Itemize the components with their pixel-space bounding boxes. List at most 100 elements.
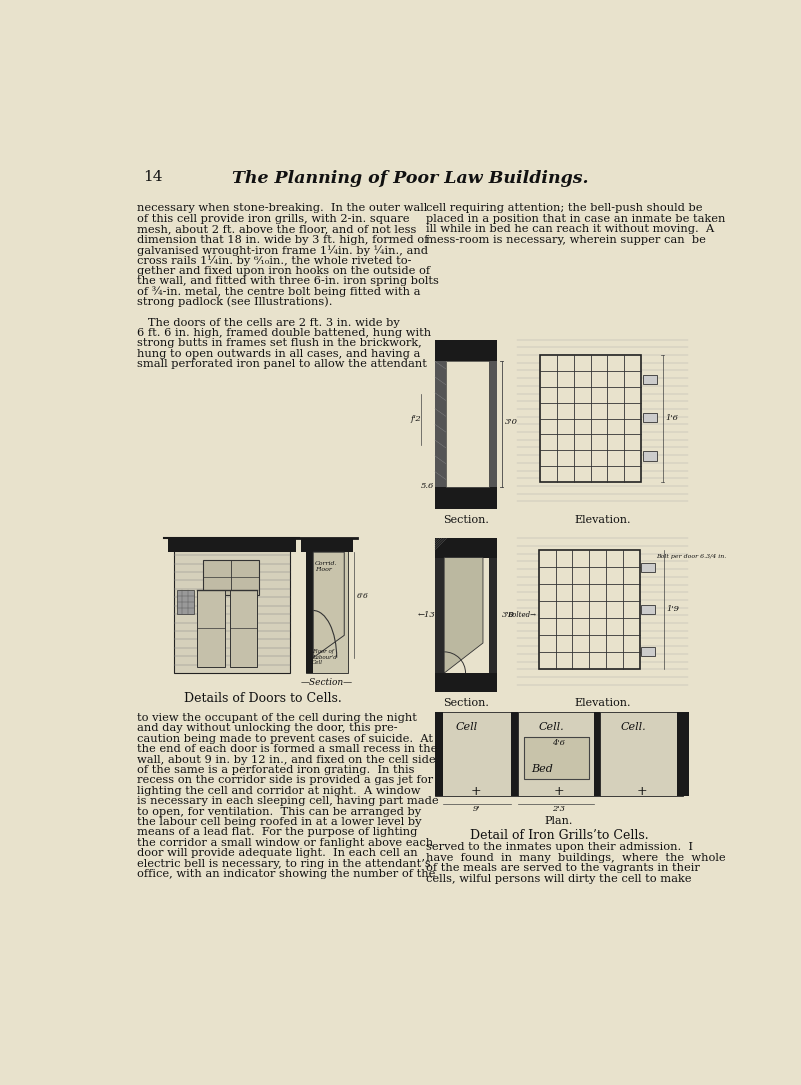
Text: served to the inmates upon their admission.  I: served to the inmates upon their admissi… bbox=[425, 842, 693, 853]
Bar bbox=[600, 712, 683, 796]
Text: Elevation.: Elevation. bbox=[574, 515, 630, 525]
Text: the wall, and fitted with three 6-in. iron spring bolts: the wall, and fitted with three 6-in. ir… bbox=[136, 276, 438, 286]
Bar bbox=[197, 590, 225, 667]
Bar bbox=[489, 361, 497, 487]
Text: 1'9: 1'9 bbox=[666, 605, 680, 613]
Text: to view the occupant of the cell during the night: to view the occupant of the cell during … bbox=[136, 713, 417, 723]
Bar bbox=[489, 558, 497, 673]
Text: The doors of the cells are 2 ft. 3 in. wide by: The doors of the cells are 2 ft. 3 in. w… bbox=[136, 318, 400, 328]
Bar bbox=[435, 361, 446, 487]
Bar bbox=[642, 451, 657, 460]
Text: The Planning of Poor Law Buildings.: The Planning of Poor Law Buildings. bbox=[231, 170, 589, 188]
Text: gether and fixed upon iron hooks on the outside of: gether and fixed upon iron hooks on the … bbox=[136, 266, 429, 276]
Text: and day without unlocking the door, this pre-: and day without unlocking the door, this… bbox=[136, 724, 397, 733]
Text: Section.: Section. bbox=[443, 699, 489, 709]
Text: 1'6: 1'6 bbox=[666, 413, 679, 422]
Text: cells, wilful persons will dirty the cell to make: cells, wilful persons will dirty the cel… bbox=[425, 873, 691, 883]
Text: necessary when stone-breaking.  In the outer wall: necessary when stone-breaking. In the ou… bbox=[136, 203, 427, 214]
Text: Cell.: Cell. bbox=[538, 723, 564, 732]
Text: Cell: Cell bbox=[456, 723, 477, 732]
Text: the corridor a small window or fanlight above each: the corridor a small window or fanlight … bbox=[136, 838, 433, 847]
Bar bbox=[641, 605, 655, 614]
Text: 9': 9' bbox=[473, 805, 480, 814]
Bar bbox=[435, 538, 497, 558]
Text: 4'6: 4'6 bbox=[553, 739, 566, 748]
Bar bbox=[641, 563, 655, 573]
Text: Section.: Section. bbox=[443, 515, 489, 525]
Text: Elevation.: Elevation. bbox=[574, 699, 630, 709]
Text: cross rails 1¼in. by ⁶⁄₁₀in., the whole riveted to-: cross rails 1¼in. by ⁶⁄₁₀in., the whole … bbox=[136, 255, 411, 266]
Bar bbox=[177, 589, 194, 614]
Text: strong padlock (see Illustrations).: strong padlock (see Illustrations). bbox=[136, 297, 332, 307]
Text: 6 ft. 6 in. high, framed double battened, hung with: 6 ft. 6 in. high, framed double battened… bbox=[136, 328, 431, 339]
Text: 3'0: 3'0 bbox=[505, 418, 517, 426]
Text: Bolted→: Bolted→ bbox=[507, 611, 536, 618]
Text: +: + bbox=[636, 786, 647, 799]
Bar bbox=[541, 355, 641, 482]
Text: recess on the corridor side is provided a gas jet for: recess on the corridor side is provided … bbox=[136, 776, 433, 786]
Text: Bolt per door 6.3/4 in.: Bolt per door 6.3/4 in. bbox=[657, 553, 727, 559]
Bar bbox=[539, 550, 639, 669]
Polygon shape bbox=[313, 552, 344, 658]
Text: caution being made to prevent cases of suicide.  At: caution being made to prevent cases of s… bbox=[136, 733, 433, 744]
Text: strong butts in frames set flush in the brickwork,: strong butts in frames set flush in the … bbox=[136, 339, 421, 348]
Bar bbox=[524, 737, 590, 779]
Text: is necessary in each sleeping cell, having part made: is necessary in each sleeping cell, havi… bbox=[136, 796, 438, 806]
Text: of ¾-in. metal, the centre bolt being fitted with a: of ¾-in. metal, the centre bolt being fi… bbox=[136, 286, 420, 297]
Bar bbox=[230, 590, 257, 667]
Text: of the same is a perforated iron grating.  In this: of the same is a perforated iron grating… bbox=[136, 765, 414, 775]
Bar bbox=[682, 712, 689, 796]
Bar bbox=[435, 558, 445, 673]
Bar bbox=[642, 413, 657, 422]
Bar bbox=[435, 340, 497, 361]
Text: Floor of
Labour'd
Cell: Floor of Labour'd Cell bbox=[312, 649, 336, 665]
Text: hung to open outwards in all cases, and having a: hung to open outwards in all cases, and … bbox=[136, 349, 420, 359]
Text: of the meals are served to the vagrants in their: of the meals are served to the vagrants … bbox=[425, 864, 699, 873]
Bar bbox=[174, 538, 290, 673]
Text: Details of Doors to Cells.: Details of Doors to Cells. bbox=[184, 691, 342, 704]
Text: Corrid.
Floor: Corrid. Floor bbox=[315, 561, 337, 572]
Text: to open, for ventilation.  This can be arranged by: to open, for ventilation. This can be ar… bbox=[136, 806, 421, 817]
Text: +: + bbox=[553, 786, 564, 799]
Text: 5.6: 5.6 bbox=[421, 482, 434, 490]
Text: Plan.: Plan. bbox=[545, 816, 573, 827]
Bar bbox=[435, 712, 517, 796]
Text: the end of each door is formed a small recess in the: the end of each door is formed a small r… bbox=[136, 744, 437, 754]
Bar bbox=[435, 487, 497, 509]
Text: of this cell provide iron grills, with 2-in. square: of this cell provide iron grills, with 2… bbox=[136, 214, 409, 224]
Bar bbox=[677, 712, 683, 796]
Text: have  found  in  many  buildings,  where  the  whole: have found in many buildings, where the … bbox=[425, 853, 725, 863]
Text: Detail of Iron Grills’to Cells.: Detail of Iron Grills’to Cells. bbox=[469, 829, 648, 842]
Bar bbox=[305, 538, 348, 673]
Bar bbox=[301, 538, 352, 552]
Text: mesh, about 2 ft. above the floor, and of not less: mesh, about 2 ft. above the floor, and o… bbox=[136, 225, 416, 234]
Text: —Section—: —Section— bbox=[300, 678, 352, 687]
Text: 2'3: 2'3 bbox=[553, 805, 566, 814]
Polygon shape bbox=[445, 558, 483, 673]
Text: mess-room is necessary, wherein supper can  be: mess-room is necessary, wherein supper c… bbox=[425, 234, 706, 244]
Text: Bed: Bed bbox=[531, 764, 553, 774]
Text: 14: 14 bbox=[143, 170, 163, 184]
Text: dimension that 18 in. wide by 3 ft. high, formed of: dimension that 18 in. wide by 3 ft. high… bbox=[136, 234, 428, 244]
Text: placed in a position that in case an inmate be taken: placed in a position that in case an inm… bbox=[425, 214, 725, 224]
Text: electric bell is necessary, to ring in the attendant’s: electric bell is necessary, to ring in t… bbox=[136, 858, 430, 869]
Text: means of a lead flat.  For the purpose of lighting: means of a lead flat. For the purpose of… bbox=[136, 828, 417, 838]
Text: ←13: ←13 bbox=[418, 611, 436, 618]
Text: f'2: f'2 bbox=[410, 416, 421, 423]
Text: 6'6: 6'6 bbox=[356, 592, 368, 600]
Bar bbox=[203, 560, 259, 595]
Bar bbox=[594, 712, 600, 796]
Bar bbox=[435, 712, 443, 796]
Text: lighting the cell and corridor at night.  A window: lighting the cell and corridor at night.… bbox=[136, 786, 420, 796]
Bar bbox=[641, 647, 655, 656]
Bar bbox=[435, 673, 497, 692]
Bar bbox=[511, 712, 517, 796]
Bar bbox=[167, 538, 296, 552]
Text: ill while in bed he can reach it without moving.  A: ill while in bed he can reach it without… bbox=[425, 225, 714, 234]
Text: 3'0: 3'0 bbox=[501, 611, 514, 618]
Text: +: + bbox=[471, 786, 481, 799]
Text: galvanised wrought-iron frame 1¼in. by ¼in., and: galvanised wrought-iron frame 1¼in. by ¼… bbox=[136, 245, 428, 256]
Text: office, with an indicator showing the number of the: office, with an indicator showing the nu… bbox=[136, 869, 435, 879]
Text: small perforated iron panel to allow the attendant: small perforated iron panel to allow the… bbox=[136, 359, 426, 369]
Text: cell requiring attention; the bell-push should be: cell requiring attention; the bell-push … bbox=[425, 203, 702, 214]
